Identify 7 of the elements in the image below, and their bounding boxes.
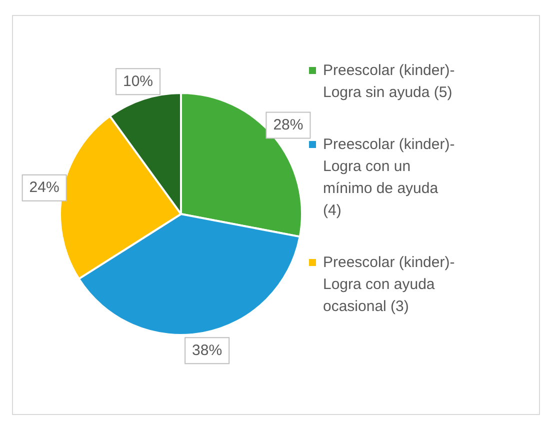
data-label: 24% — [29, 179, 60, 196]
data-label: 10% — [122, 72, 154, 90]
data-label: 38% — [192, 342, 222, 359]
legend-label: Preescolar (kinder)-Logra sin ayuda (5) — [323, 62, 455, 101]
legend-label: Preescolar (kinder)-Logra con ayuda ocasional (3) — [323, 254, 455, 315]
legend-label: Preescolar (kinder)-Logra con un mínimo de ayuda (4) — [323, 136, 455, 219]
data-label: 28% — [273, 116, 304, 134]
